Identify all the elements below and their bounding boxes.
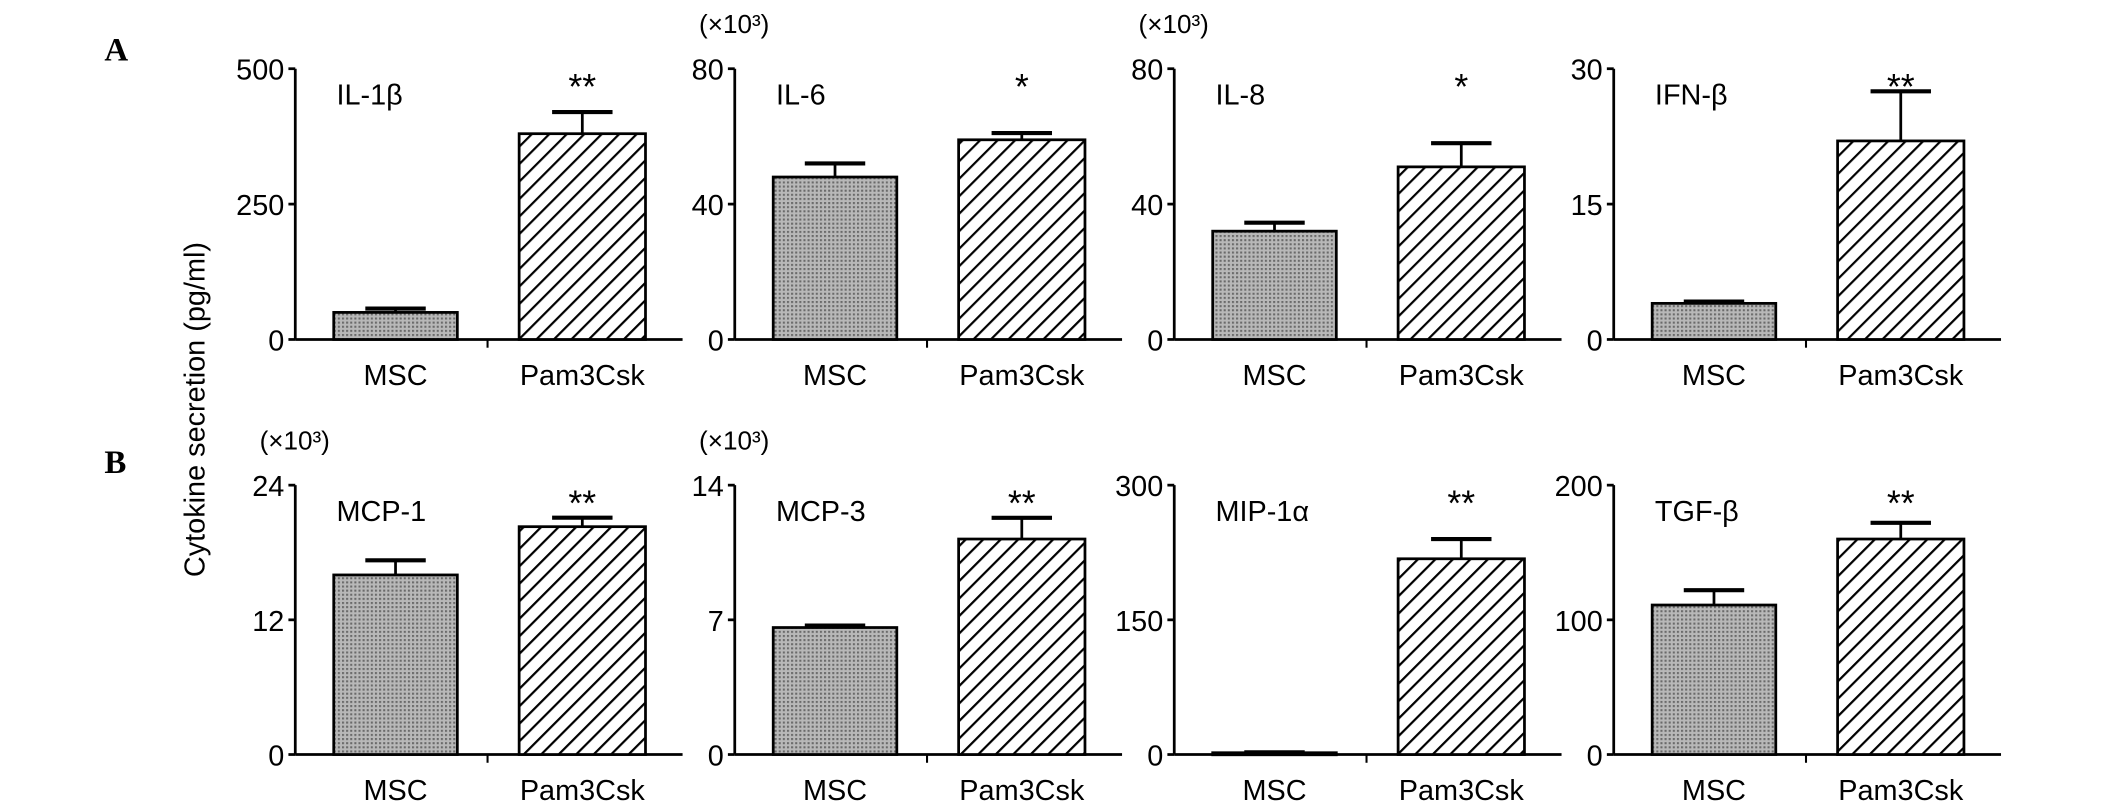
y-tick-label: 0	[708, 741, 724, 773]
category-label: MSC	[803, 775, 867, 804]
bar-pam3csk	[957, 537, 1087, 756]
y-tick-label: 40	[1131, 190, 1163, 222]
y-tick-label: 0	[268, 325, 284, 357]
significance-marker: **	[1008, 483, 1036, 523]
chart-panel-il-8: 0 40 80 (×10³) IL-8 MSC Pam3Csk *	[1131, 9, 1562, 392]
panel-letter-b: B	[104, 445, 126, 481]
bar-msc	[771, 626, 899, 756]
category-label: MSC	[363, 775, 427, 804]
chart-panel-mip-1-: 0 150 300 MIP-1α MSC Pam3Csk **	[1115, 471, 1562, 804]
y-axis-label: Cytokine secretion (pg/ml)	[180, 242, 212, 577]
y-tick-label: 300	[1115, 471, 1163, 503]
y-tick-label: 80	[692, 55, 724, 87]
category-label: MSC	[1682, 775, 1746, 804]
significance-marker: **	[568, 67, 596, 107]
bar-msc	[1211, 229, 1338, 341]
bar-msc	[771, 175, 899, 341]
chart-panel-ifn-: 0 15 30 IFN-β MSC Pam3Csk **	[1571, 55, 2002, 392]
scale-note: (×10³)	[699, 9, 769, 39]
y-tick-label: 24	[252, 471, 284, 503]
bar-pam3csk	[1396, 165, 1526, 341]
scale-note: (×10³)	[699, 425, 769, 455]
category-label: MSC	[363, 360, 427, 392]
significance-marker: **	[568, 483, 596, 523]
category-label: MSC	[1242, 775, 1306, 804]
significance-marker: **	[1447, 483, 1475, 523]
panel-title: IL-1β	[336, 79, 402, 111]
y-tick-label: 40	[692, 190, 724, 222]
y-tick-label: 0	[1587, 325, 1603, 357]
panel-letter-a: A	[104, 32, 128, 68]
y-tick-label: 100	[1555, 606, 1603, 638]
significance-marker: **	[1887, 67, 1915, 107]
bar-msc	[332, 311, 459, 341]
bar-pam3csk	[517, 132, 647, 341]
y-tick-label: 14	[692, 471, 724, 503]
chart-panel-il-6: 0 40 80 (×10³) IL-6 MSC Pam3Csk *	[692, 9, 1123, 392]
scale-note: (×10³)	[1139, 9, 1209, 39]
panel-title: IL-8	[1215, 79, 1265, 111]
panel-title: MIP-1α	[1215, 496, 1309, 528]
significance-marker: *	[1454, 67, 1468, 107]
category-label: MSC	[803, 360, 867, 392]
category-label: Pam3Csk	[520, 360, 646, 392]
panel-title: MCP-3	[776, 496, 866, 528]
bar-msc	[1650, 301, 1778, 341]
bar-msc	[332, 573, 459, 756]
bar-pam3csk	[1836, 537, 1966, 756]
y-tick-label: 30	[1571, 55, 1603, 87]
significance-marker: **	[1887, 483, 1915, 523]
panel-title: IFN-β	[1655, 79, 1728, 111]
bar-pam3csk	[517, 525, 647, 756]
chart-panel-mcp-3: 0 7 14 (×10³) MCP-3 MSC Pam3Csk **	[692, 425, 1123, 804]
y-tick-label: 15	[1571, 190, 1603, 222]
category-label: Pam3Csk	[520, 775, 646, 804]
scale-note: (×10³)	[260, 425, 330, 455]
y-tick-label: 0	[1147, 325, 1163, 357]
category-label: Pam3Csk	[959, 775, 1085, 804]
bar-msc	[1211, 751, 1338, 757]
significance-marker: *	[1015, 67, 1029, 107]
category-label: MSC	[1682, 360, 1746, 392]
bar-msc	[1650, 603, 1778, 756]
category-label: MSC	[1242, 360, 1306, 392]
panel-title: TGF-β	[1655, 496, 1739, 528]
y-tick-label: 150	[1115, 606, 1163, 638]
y-tick-label: 250	[236, 190, 284, 222]
chart-panel-tgf-: 0 100 200 TGF-β MSC Pam3Csk **	[1555, 471, 2002, 804]
y-tick-label: 0	[708, 325, 724, 357]
chart-panel-mcp-1: 0 12 24 (×10³) MCP-1 MSC Pam3Csk **	[252, 425, 683, 804]
panel-title: IL-6	[776, 79, 826, 111]
y-tick-label: 7	[708, 606, 724, 638]
category-label: Pam3Csk	[1838, 775, 1964, 804]
y-tick-label: 200	[1555, 471, 1603, 503]
bar-pam3csk	[957, 138, 1087, 341]
y-tick-label: 12	[252, 606, 284, 638]
y-tick-label: 80	[1131, 55, 1163, 87]
category-label: Pam3Csk	[959, 360, 1085, 392]
category-label: Pam3Csk	[1399, 360, 1525, 392]
panel-title: MCP-1	[336, 496, 426, 528]
bar-pam3csk	[1836, 139, 1966, 341]
y-tick-label: 0	[268, 741, 284, 773]
bar-pam3csk	[1396, 557, 1526, 756]
y-tick-label: 0	[1587, 741, 1603, 773]
category-label: Pam3Csk	[1399, 775, 1525, 804]
y-tick-label: 500	[236, 55, 284, 87]
category-label: Pam3Csk	[1838, 360, 1964, 392]
y-tick-label: 0	[1147, 741, 1163, 773]
chart-panel-il-1-: 0 250 500 IL-1β MSC Pam3Csk **	[236, 55, 683, 392]
